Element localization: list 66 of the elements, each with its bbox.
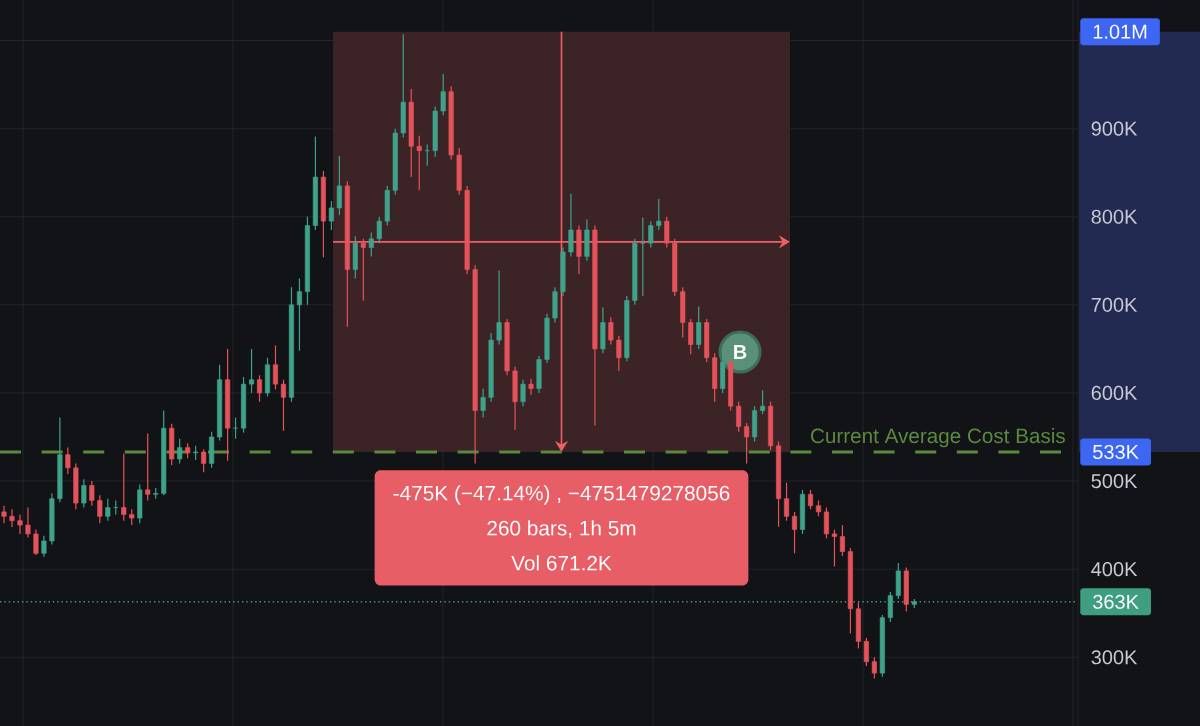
- y-tick-label: 600K: [1091, 385, 1138, 401]
- y-tick-label: 363K: [1093, 594, 1139, 609]
- candlestick: [823, 506, 830, 539]
- candlestick: [376, 216, 382, 244]
- y-tick-label: 533K: [1093, 444, 1139, 460]
- candlestick: [256, 374, 263, 403]
- candlestick: [688, 318, 694, 355]
- candlestick: [105, 498, 111, 522]
- candlestick: [201, 448, 207, 473]
- y-tick-label: 800K: [1091, 209, 1138, 224]
- candlestick: [272, 344, 279, 391]
- candlestick: [760, 389, 766, 415]
- y-tick-label: 1.01M: [1093, 24, 1147, 39]
- candlestick: [177, 438, 183, 465]
- candlestick: [656, 198, 662, 231]
- candlestick: [280, 379, 287, 432]
- candlestick: [648, 220, 654, 249]
- candlestick: [65, 446, 71, 475]
- candlestick: [336, 155, 342, 216]
- candlestick: [233, 417, 239, 440]
- candlestick: [360, 238, 366, 302]
- candlestick: [807, 489, 814, 510]
- candlestick: [17, 513, 23, 535]
- candlestick: [328, 200, 334, 231]
- candlestick: [249, 348, 255, 394]
- candlestick: [33, 528, 39, 556]
- candlestick: [97, 494, 103, 524]
- candlestick: [616, 335, 622, 372]
- y-tick-label: 400K: [1091, 562, 1138, 577]
- candlestick: [696, 306, 702, 350]
- candlestick: [368, 232, 374, 257]
- candlestick: [744, 422, 750, 465]
- y-tick-label: 900K: [1091, 121, 1138, 136]
- annotation: -475K (−47.14%) , −4751479278056: [393, 485, 730, 505]
- candlestick: [736, 401, 742, 433]
- candlestick: [784, 482, 790, 522]
- candlestick: [839, 524, 845, 557]
- candlestick: [41, 535, 47, 558]
- candlestick: [89, 480, 95, 507]
- y-tick-label: 300K: [1091, 650, 1138, 665]
- candlestick: [792, 511, 798, 554]
- ref-line-label: Current Average Cost Basis: [811, 428, 1065, 448]
- candlestick: [296, 277, 302, 352]
- candlestick: [1, 505, 7, 524]
- candlestick: [608, 316, 614, 346]
- candlestick: [568, 193, 574, 257]
- candlestick: [81, 478, 87, 509]
- candlestick: [121, 453, 127, 522]
- candlestick: [871, 656, 877, 680]
- candlestick: [664, 216, 670, 249]
- candlestick: [416, 135, 422, 191]
- candlestick: [831, 528, 837, 568]
- candlestick: [9, 508, 15, 528]
- candlestick: [520, 379, 526, 407]
- candlestick: [863, 637, 869, 667]
- y-tick-label: 700K: [1091, 297, 1138, 312]
- candlestick: [496, 269, 502, 346]
- candlestick: [528, 378, 534, 396]
- annotation: B: [734, 345, 747, 359]
- candlestick: [480, 387, 486, 419]
- candlestick: [440, 73, 446, 117]
- y-tick-label: 500K: [1091, 473, 1138, 489]
- annotation: 260 bars, 1h 5m: [487, 520, 636, 538]
- candlestick: [145, 432, 151, 502]
- annotation: Vol 671.2K: [511, 555, 612, 571]
- candlestick: [25, 506, 31, 539]
